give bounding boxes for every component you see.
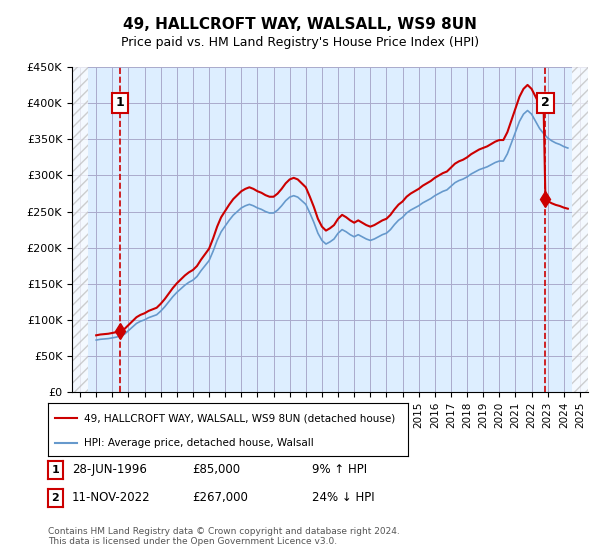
Text: 2: 2 <box>52 493 59 503</box>
Text: 9% ↑ HPI: 9% ↑ HPI <box>312 463 367 477</box>
Text: 1: 1 <box>116 96 125 109</box>
Text: 28-JUN-1996: 28-JUN-1996 <box>72 463 147 477</box>
Text: £85,000: £85,000 <box>192 463 240 477</box>
Text: Price paid vs. HM Land Registry's House Price Index (HPI): Price paid vs. HM Land Registry's House … <box>121 36 479 49</box>
Text: 2: 2 <box>541 96 550 109</box>
Text: 49, HALLCROFT WAY, WALSALL, WS9 8UN (detached house): 49, HALLCROFT WAY, WALSALL, WS9 8UN (det… <box>84 413 395 423</box>
Text: £267,000: £267,000 <box>192 491 248 505</box>
Text: 24% ↓ HPI: 24% ↓ HPI <box>312 491 374 505</box>
Text: 49, HALLCROFT WAY, WALSALL, WS9 8UN: 49, HALLCROFT WAY, WALSALL, WS9 8UN <box>123 17 477 32</box>
Text: 11-NOV-2022: 11-NOV-2022 <box>72 491 151 505</box>
Text: 1: 1 <box>52 465 59 475</box>
Text: Contains HM Land Registry data © Crown copyright and database right 2024.
This d: Contains HM Land Registry data © Crown c… <box>48 526 400 546</box>
Text: HPI: Average price, detached house, Walsall: HPI: Average price, detached house, Wals… <box>84 438 314 448</box>
